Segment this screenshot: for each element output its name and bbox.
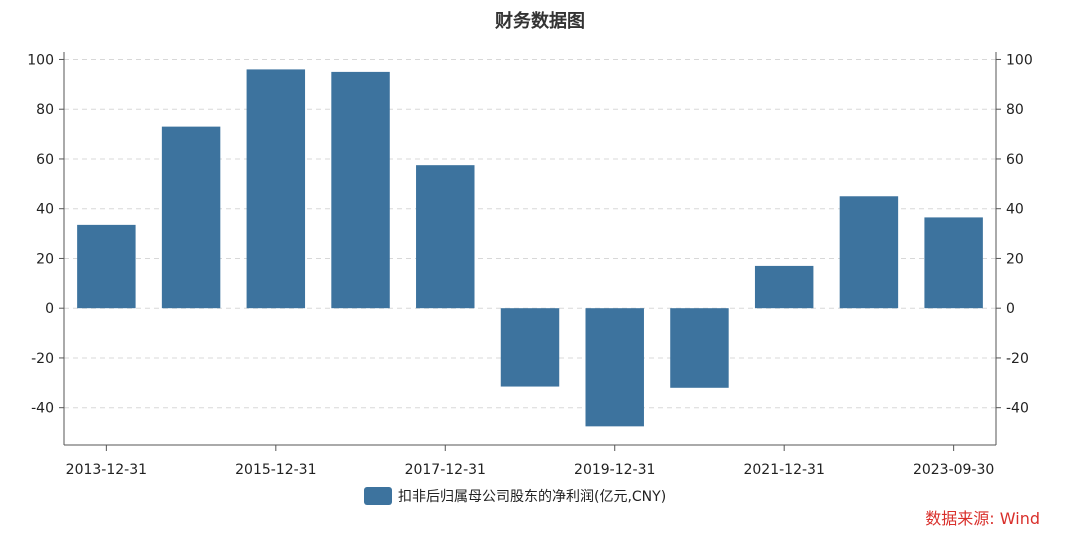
y-tick-label-left: 80 <box>36 102 54 118</box>
y-tick-label-right: 60 <box>1006 152 1024 168</box>
y-tick-label-left: -20 <box>31 351 54 367</box>
chart-title: 财务数据图 <box>495 10 585 32</box>
legend-label: 扣非后归属母公司股东的净利润(亿元,CNY) <box>398 488 666 505</box>
bar-2022-12-31 <box>839 196 899 309</box>
y-tick-label-left: -40 <box>31 401 54 417</box>
bar-2017-12-31 <box>416 165 475 309</box>
x-tick-label: 2023-09-30 <box>913 462 994 478</box>
bar-2019-12-31 <box>585 308 644 427</box>
left-y-ticks: 100 80 60 40 20 0 -20 -40 <box>27 52 64 417</box>
y-tick-label-left: 20 <box>36 251 54 267</box>
y-tick-label-left: 40 <box>36 202 54 218</box>
x-tick-label: 2021-12-31 <box>743 462 824 478</box>
y-tick-label-right: -20 <box>1006 351 1029 367</box>
y-tick-label-left: 60 <box>36 152 54 168</box>
bar-2021-12-31 <box>754 265 814 309</box>
y-tick-label-right: 80 <box>1006 102 1024 118</box>
bar-2014-12-31 <box>161 126 221 309</box>
bar-2020-12-31 <box>670 308 729 388</box>
bar-2018-12-31 <box>500 308 560 387</box>
x-tick-label: 2013-12-31 <box>66 462 147 478</box>
x-tick-label: 2017-12-31 <box>405 462 486 478</box>
right-y-ticks: 100 80 60 40 20 0 -20 -40 <box>996 52 1033 417</box>
x-ticks: 2013-12-31 2015-12-31 2017-12-31 2019-12-31… <box>66 445 994 478</box>
y-tick-label-left: 100 <box>27 52 54 68</box>
bars <box>77 69 983 427</box>
bar-2013-12-31 <box>77 224 136 309</box>
x-tick-label: 2019-12-31 <box>574 462 655 478</box>
bar-2015-12-31 <box>246 69 306 309</box>
y-tick-label-right: 40 <box>1006 202 1024 218</box>
legend-swatch <box>364 487 392 505</box>
y-tick-label-right: 20 <box>1006 251 1024 267</box>
y-tick-label-right: -40 <box>1006 401 1029 417</box>
source-note: 数据来源: Wind <box>925 509 1040 528</box>
legend: 扣非后归属母公司股东的净利润(亿元,CNY) <box>364 487 666 505</box>
axes <box>63 52 997 446</box>
bar-2016-12-31 <box>331 71 390 309</box>
bar-2023-09-30 <box>924 217 983 309</box>
x-tick-label: 2015-12-31 <box>235 462 316 478</box>
y-tick-label-left: 0 <box>45 301 54 317</box>
y-tick-label-right: 100 <box>1006 52 1033 68</box>
y-tick-label-right: 0 <box>1006 301 1015 317</box>
